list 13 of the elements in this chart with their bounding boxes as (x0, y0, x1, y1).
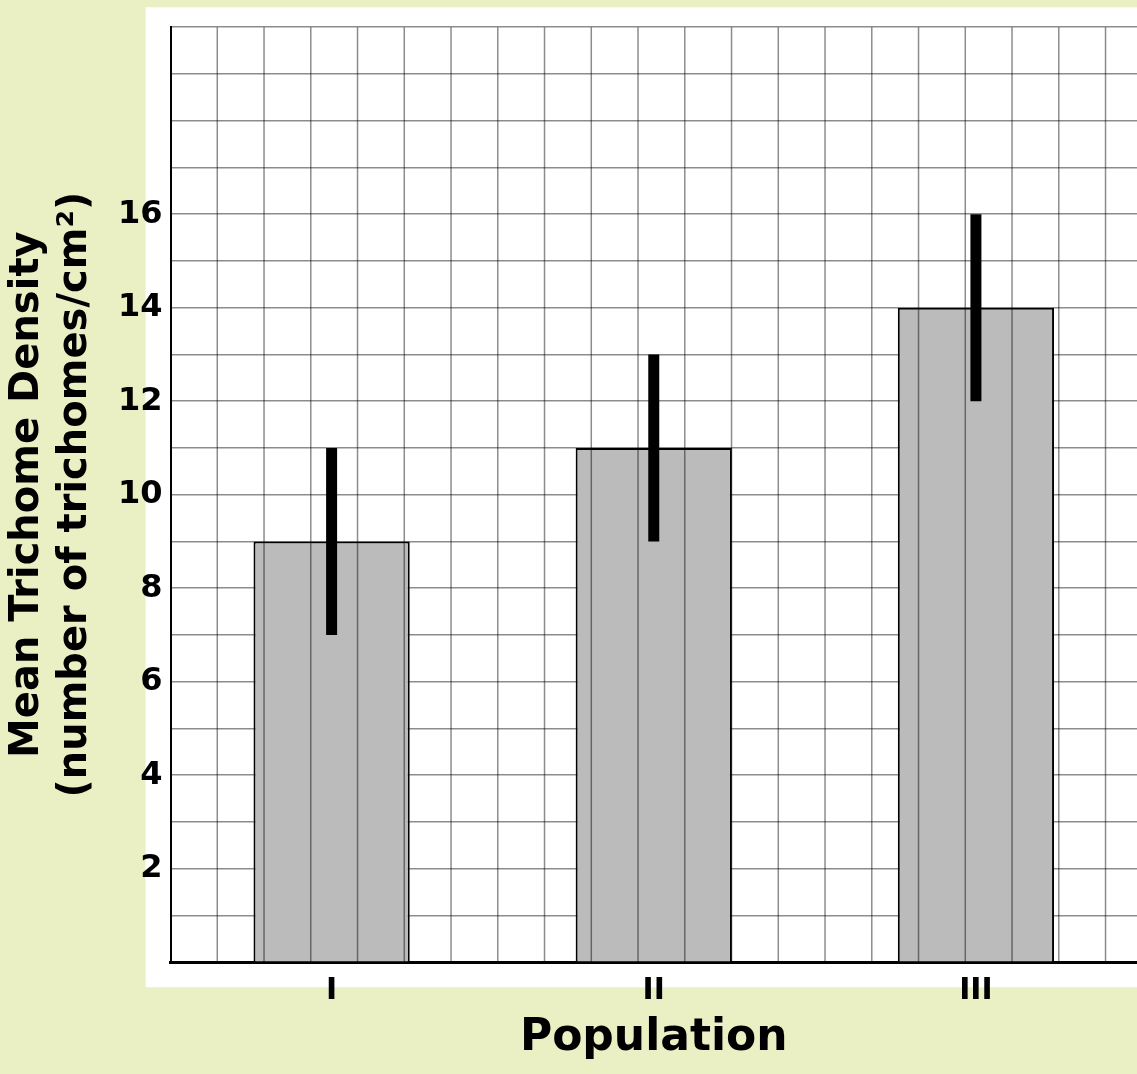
x-tick-label: II (642, 971, 665, 1006)
y-tick-label: 16 (118, 192, 163, 231)
y-tick-label: 8 (140, 566, 163, 605)
y-tick-label: 12 (118, 379, 163, 418)
y-tick-label: 4 (140, 753, 163, 792)
y-tick-label: 2 (140, 847, 163, 886)
x-axis-title: Population (519, 1009, 788, 1061)
x-tick-label: III (959, 971, 993, 1006)
y-tick-label: 14 (118, 286, 163, 325)
x-tick-label: I (326, 971, 338, 1006)
y-tick-label: 10 (118, 473, 163, 512)
y-axis-title: Mean Trichome Density (number of trichomes/cm²) (1, 191, 96, 798)
y-tick-label: 6 (140, 660, 163, 699)
